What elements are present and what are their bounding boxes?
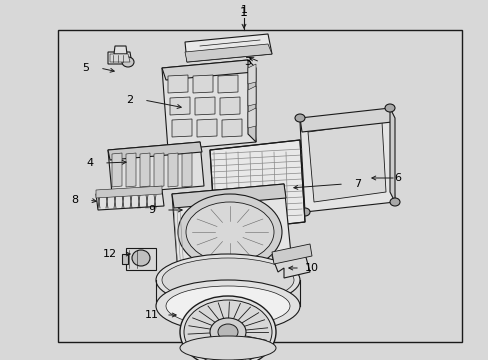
Text: 4: 4 xyxy=(86,158,93,168)
Text: 2: 2 xyxy=(126,95,133,105)
Ellipse shape xyxy=(132,250,150,266)
Polygon shape xyxy=(307,122,385,202)
Text: 12: 12 xyxy=(103,249,117,259)
Bar xyxy=(126,248,156,270)
Polygon shape xyxy=(108,142,203,194)
Polygon shape xyxy=(193,75,213,93)
Ellipse shape xyxy=(180,336,275,360)
Polygon shape xyxy=(195,97,215,115)
Polygon shape xyxy=(170,97,190,115)
Polygon shape xyxy=(271,244,311,264)
Polygon shape xyxy=(299,112,394,212)
Ellipse shape xyxy=(384,104,394,112)
Polygon shape xyxy=(172,184,285,208)
Polygon shape xyxy=(247,108,256,128)
Text: 6: 6 xyxy=(394,173,401,183)
Ellipse shape xyxy=(156,254,299,306)
Polygon shape xyxy=(126,153,136,187)
Polygon shape xyxy=(247,60,256,142)
Ellipse shape xyxy=(178,194,282,270)
Ellipse shape xyxy=(165,286,289,326)
Polygon shape xyxy=(271,250,309,278)
Polygon shape xyxy=(184,44,271,62)
Polygon shape xyxy=(197,119,217,137)
Polygon shape xyxy=(184,34,271,62)
Polygon shape xyxy=(154,153,163,187)
Bar xyxy=(122,254,128,264)
Text: 11: 11 xyxy=(145,310,159,320)
Bar xyxy=(58,30,461,342)
Ellipse shape xyxy=(389,198,399,206)
Ellipse shape xyxy=(180,296,275,360)
Ellipse shape xyxy=(209,318,245,346)
Polygon shape xyxy=(168,153,178,187)
Polygon shape xyxy=(247,64,256,84)
Polygon shape xyxy=(140,153,150,187)
Ellipse shape xyxy=(183,300,271,360)
Ellipse shape xyxy=(294,114,305,122)
Ellipse shape xyxy=(162,258,293,302)
Polygon shape xyxy=(389,108,394,202)
Ellipse shape xyxy=(185,202,273,262)
Polygon shape xyxy=(299,108,391,132)
Polygon shape xyxy=(172,119,192,137)
Polygon shape xyxy=(247,86,256,106)
Polygon shape xyxy=(162,60,256,150)
Polygon shape xyxy=(220,97,240,115)
Polygon shape xyxy=(112,153,122,187)
Ellipse shape xyxy=(218,324,238,340)
Text: 9: 9 xyxy=(148,205,155,215)
Polygon shape xyxy=(114,46,127,54)
Polygon shape xyxy=(108,52,132,64)
Polygon shape xyxy=(209,140,305,232)
Text: 8: 8 xyxy=(71,195,79,205)
Polygon shape xyxy=(162,60,253,80)
Polygon shape xyxy=(96,186,162,198)
Ellipse shape xyxy=(156,280,299,332)
Polygon shape xyxy=(222,119,242,137)
Text: 1: 1 xyxy=(240,5,247,15)
Polygon shape xyxy=(96,190,163,210)
Polygon shape xyxy=(182,153,192,187)
Text: 1: 1 xyxy=(240,5,247,18)
Ellipse shape xyxy=(299,208,309,216)
Text: 5: 5 xyxy=(82,63,89,73)
Text: 7: 7 xyxy=(354,179,361,189)
Text: 3: 3 xyxy=(244,57,251,67)
Polygon shape xyxy=(110,54,130,62)
Polygon shape xyxy=(172,184,291,274)
Ellipse shape xyxy=(122,57,134,67)
Polygon shape xyxy=(168,75,187,93)
Polygon shape xyxy=(108,142,202,160)
Polygon shape xyxy=(218,75,238,93)
Text: 10: 10 xyxy=(305,263,318,273)
